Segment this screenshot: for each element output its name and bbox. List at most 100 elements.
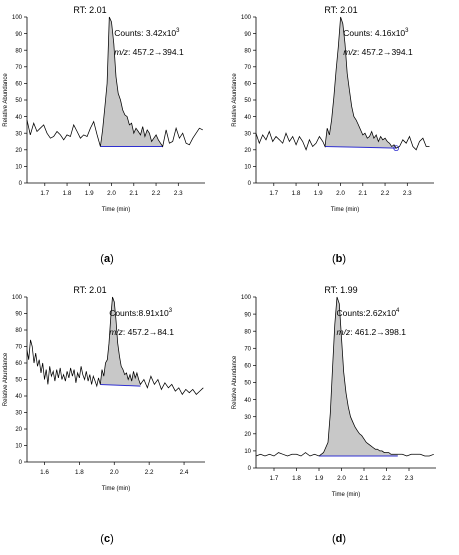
panel-label-open: (: [100, 253, 104, 265]
baseline-endpoint-marker: [393, 145, 400, 152]
y-tick-label: 100: [241, 295, 252, 301]
integration-baseline: [100, 383, 141, 387]
x-tick-label: 2.1: [129, 190, 138, 197]
y-tick-label: 20: [244, 148, 251, 154]
x-tick-label: 2.2: [145, 469, 154, 476]
y-axis-label: Relative Abundance: [232, 73, 238, 127]
y-tick-label: 20: [15, 427, 22, 433]
y-tick-label: 70: [244, 347, 251, 353]
counts-exponent: 3: [405, 28, 409, 34]
x-tick-label: 1.8: [292, 190, 301, 197]
x-tick-label: 2.0: [336, 190, 345, 197]
y-axis-label: Relative Abundance: [232, 355, 238, 409]
mz-transition: : 457.2→394.1: [128, 47, 184, 57]
x-tick-label: 1.7: [270, 475, 279, 482]
chromatogram-trace: [255, 296, 434, 457]
y-tick-label: 60: [15, 82, 22, 88]
panel-label-open: (: [332, 253, 336, 265]
x-tick-label: 2.0: [110, 469, 119, 476]
x-tick-label: 1.6: [40, 469, 49, 476]
x-tick-label: 2.1: [360, 475, 369, 482]
panel-label-open: (: [100, 533, 104, 545]
panel-label-close: ): [342, 533, 346, 545]
y-tick-label: 60: [15, 361, 22, 367]
y-axis-label: Relative Abundance: [3, 352, 9, 406]
counts-mantissa: 4.16x10: [375, 28, 406, 38]
counts-exponent: 3: [176, 28, 180, 34]
y-tick-label: 50: [15, 98, 22, 104]
y-tick-label: 70: [244, 65, 251, 71]
x-tick-label: 2.2: [382, 475, 391, 482]
x-axis-label: Time (min): [102, 486, 130, 492]
panel-label: (c): [100, 533, 113, 545]
x-axis-label: Time (min): [332, 492, 360, 498]
panel-label-letter: b: [336, 253, 343, 265]
y-tick-label: 100: [241, 15, 252, 21]
panel-label: (b): [332, 253, 346, 265]
y-tick-label: 80: [244, 329, 251, 335]
peak-area: [319, 297, 398, 456]
y-tick-label: 0: [248, 181, 252, 187]
y-axis-label: Relative Abundance: [3, 73, 9, 127]
peak-area: [325, 17, 397, 149]
y-tick-label: 50: [244, 98, 251, 104]
y-tick-label: 90: [244, 312, 251, 318]
y-tick-label: 0: [19, 460, 23, 466]
x-tick-label: 1.9: [85, 190, 94, 197]
x-tick-label: 2.2: [381, 190, 390, 197]
y-tick-label: 100: [12, 15, 23, 21]
y-tick-label: 20: [15, 148, 22, 154]
mz-transition: : 461.2→398.1: [350, 327, 406, 337]
x-tick-label: 1.8: [75, 469, 84, 476]
x-tick-label: 2.1: [358, 190, 367, 197]
counts-exponent: 3: [169, 308, 173, 314]
integration-baseline: [324, 145, 397, 149]
retention-time-label: RT: 1.99: [324, 285, 357, 295]
panel-label-letter: c: [104, 533, 110, 545]
counts-prefix: Counts:: [114, 28, 146, 38]
peak-area: [100, 297, 141, 387]
counts-annotation: Counts: 3.42x103: [114, 28, 180, 38]
y-tick-label: 0: [248, 466, 252, 472]
mz-prefix: m/z: [114, 47, 128, 57]
panel-label-letter: d: [336, 533, 343, 545]
mz-prefix: m/z: [337, 327, 351, 337]
x-tick-label: 2.0: [107, 190, 116, 197]
counts-mantissa: 3.42x10: [146, 28, 177, 38]
counts-prefix: Counts:: [337, 308, 366, 318]
mz-annotation: m/z: 457.2→84.1: [109, 327, 174, 337]
y-tick-label: 40: [15, 115, 22, 121]
y-tick-label: 20: [244, 432, 251, 438]
y-tick-label: 90: [15, 32, 22, 38]
y-tick-label: 50: [244, 381, 251, 387]
mz-annotation: m/z: 461.2→398.1: [337, 327, 407, 337]
y-tick-label: 70: [15, 65, 22, 71]
counts-mantissa: 8.91x10: [138, 308, 169, 318]
peak-area: [100, 17, 163, 147]
x-tick-label: 2.3: [174, 190, 183, 197]
chart-panel-c: 0 10 20 30 40 50 60 70 80 90 100 1.6 1.8 2.0 2.2 2.4 Tim…: [3, 285, 205, 545]
counts-annotation: Counts: 4.16x103: [343, 28, 409, 38]
chart-panel-a: 0 10 20 30 40 50 60 70 80 90 100 1.7 1.8 1.9 2.0 2.1 2.2…: [3, 5, 205, 265]
mz-transition: : 457.2→84.1: [123, 327, 174, 337]
counts-annotation: Counts:8.91x103: [109, 308, 173, 318]
x-tick-label: 2.3: [403, 190, 412, 197]
y-tick-label: 80: [244, 48, 251, 54]
panel-label-open: (: [332, 533, 336, 545]
retention-time-label: RT: 2.01: [324, 5, 357, 15]
x-tick-label: 2.2: [152, 190, 161, 197]
panel-label-close: ): [110, 253, 114, 265]
y-tick-label: 30: [15, 411, 22, 417]
x-tick-label: 1.7: [269, 190, 278, 197]
counts-prefix: Counts:: [343, 28, 375, 38]
x-tick-label: 1.9: [314, 190, 323, 197]
mz-annotation: m/z: 457.2→394.1: [343, 47, 413, 57]
y-tick-label: 40: [15, 394, 22, 400]
y-tick-label: 50: [15, 378, 22, 384]
y-tick-label: 60: [244, 82, 251, 88]
y-tick-label: 70: [15, 345, 22, 351]
y-tick-label: 100: [12, 295, 23, 301]
counts-annotation: Counts:2.62x104: [337, 308, 401, 318]
